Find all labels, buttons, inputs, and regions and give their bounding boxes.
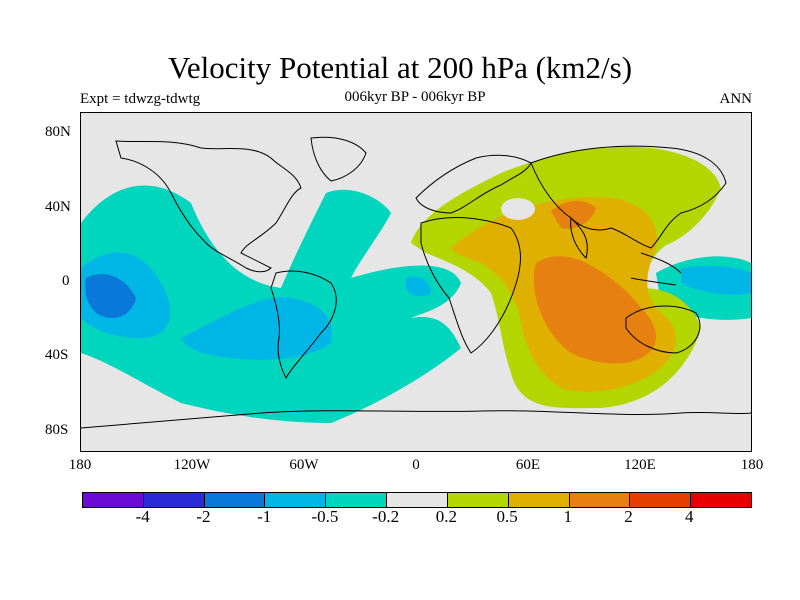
colorbar-swatch [447, 493, 509, 507]
colorbar-swatch [508, 493, 570, 507]
period-label: 006kyr BP - 006kyr BP [344, 89, 486, 105]
colorbar-label: -4 [135, 507, 150, 526]
colorbar [82, 492, 752, 508]
contour-neg-1 [85, 274, 136, 318]
contour-neg-0.5-south-america [181, 297, 332, 360]
contour-neg-0.5-west-pacific [681, 265, 751, 295]
x-tick-60E: 60E [515, 457, 541, 473]
colorbar-swatch [387, 493, 448, 507]
colorbar-label: -1 [257, 507, 272, 526]
contour-hole-central-asia [501, 198, 535, 220]
x-tick-120E: 120E [624, 457, 656, 473]
y-tick-0: 0 [62, 273, 70, 289]
colorbar-swatch [83, 493, 144, 507]
colorbar-label: -0.2 [372, 507, 400, 526]
colorbar-swatch [143, 493, 205, 507]
velocity-potential-map [81, 113, 751, 451]
y-tick-80S: 80S [45, 422, 69, 438]
colorbar-label: 4 [685, 507, 694, 526]
colorbar-swatch [630, 493, 692, 507]
colorbar-label: 0.2 [435, 507, 457, 526]
plot-title: Velocity Potential at 200 hPa (km2/s) [167, 50, 633, 85]
map-panel [80, 112, 752, 452]
colorbar-swatch [691, 493, 751, 507]
y-tick-40N: 40N [45, 199, 71, 215]
x-tick-60W: 60W [289, 457, 319, 473]
colorbar-swatch [326, 493, 388, 507]
colorbar-label: 0.5 [496, 507, 518, 526]
colorbar-label: 1 [563, 507, 573, 526]
colorbar-swatch [569, 493, 631, 507]
colorbar-label: -2 [196, 507, 211, 526]
y-tick-80N: 80N [45, 124, 71, 140]
experiment-label: Expt = tdwzg-tdwtg [80, 91, 201, 107]
colorbar-swatch [265, 493, 327, 507]
colorbar-label: 2 [624, 507, 633, 526]
x-tick-0: 0 [412, 457, 420, 473]
season-label: ANN [719, 91, 753, 107]
contour-pos-1 [533, 256, 656, 364]
coastlines [81, 136, 751, 429]
colorbar-label: -0.5 [311, 507, 339, 526]
colorbar-swatch [204, 493, 266, 507]
x-tick-180-right: 180 [740, 457, 764, 473]
y-tick-40S: 40S [45, 347, 69, 363]
x-tick-180-left: 180 [68, 457, 92, 473]
contour-pos-1-arabia [551, 200, 596, 229]
contour-neg-0.5-atlantic [406, 276, 431, 297]
x-tick-120W: 120W [173, 457, 211, 473]
